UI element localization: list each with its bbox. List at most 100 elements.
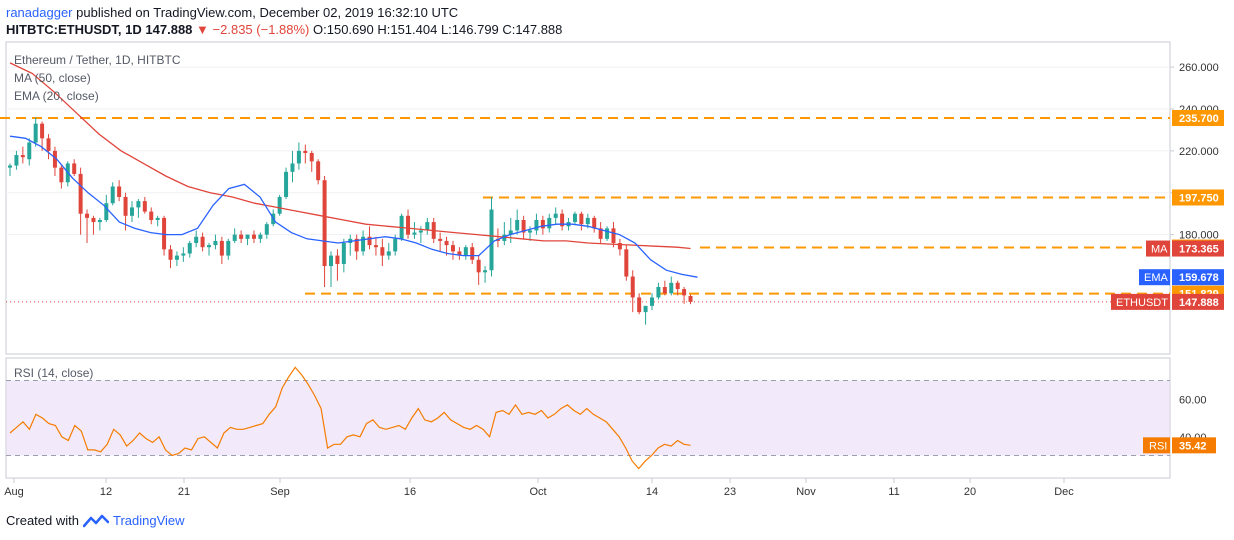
time-axis-label: 23 (724, 486, 736, 498)
time-axis-label: 11 (888, 486, 899, 498)
candle-body (181, 253, 186, 256)
candle-body (508, 230, 513, 235)
time-axis-label: Dec (1054, 486, 1074, 498)
candle-body (418, 230, 423, 233)
candle-body (155, 217, 160, 220)
rsi-value-badge (1172, 437, 1216, 454)
publish-line: ranadagger published on TradingView.com,… (6, 4, 562, 21)
time-axis-label: 12 (100, 486, 112, 498)
author-link[interactable]: ranadagger (6, 5, 73, 20)
candle-body (624, 249, 629, 277)
footer: Created with TradingView (6, 513, 185, 528)
rsi-name-badge (1143, 437, 1170, 454)
candle-body (450, 245, 455, 252)
price-change: −2.835 (−1.88%) (212, 22, 310, 37)
time-axis-label: 20 (964, 486, 976, 498)
candle-body (27, 142, 32, 160)
ema-legend[interactable]: EMA (20, close) (14, 89, 99, 103)
candle-body (239, 234, 244, 239)
series-name-badge (1146, 240, 1170, 257)
candle-body (117, 186, 122, 197)
candle-body (521, 219, 526, 233)
candle-body (335, 255, 340, 264)
candle-body (515, 219, 520, 231)
rsi-axis-label: 60.00 (1179, 394, 1207, 406)
level-badge (1172, 189, 1224, 206)
candle-body (14, 155, 19, 166)
last-price: 147.888 (145, 22, 193, 37)
created-with-text: Created with (6, 513, 79, 528)
candle-body (123, 196, 128, 216)
tradingview-brand[interactable]: TradingView (112, 513, 185, 528)
rsi-band (6, 380, 1170, 456)
tradingview-logo-icon (82, 514, 109, 527)
rsi-value-label: 35.42 (1179, 440, 1207, 452)
candle-body (162, 217, 167, 250)
candle-body (579, 213, 584, 225)
level-badge-label: 197.750 (1179, 192, 1219, 204)
candle-body (675, 282, 680, 290)
candle-body (463, 247, 468, 256)
candle-body (277, 196, 282, 214)
ma-legend[interactable]: MA (50, close) (14, 71, 91, 85)
candle-body (438, 238, 443, 241)
candle-body (650, 297, 654, 306)
candle-body (386, 251, 391, 256)
candle-body (46, 138, 51, 151)
candle-body (540, 219, 545, 229)
candle-body (104, 203, 109, 220)
price-axis-label: 220.000 (1179, 146, 1219, 158)
quote-line: HITBTC:ETHUSDT, 1D 147.888 ▼ −2.835 (−1.… (6, 21, 562, 38)
candle-body (207, 245, 212, 248)
time-axis-label: Aug (4, 486, 24, 498)
time-axis-label: 21 (178, 486, 190, 498)
candle-body (194, 236, 199, 244)
candle-body (605, 228, 610, 239)
candle-body (637, 297, 642, 313)
series-value-badge (1172, 293, 1224, 310)
candle-body (617, 243, 622, 250)
down-arrow-icon: ▼ (196, 22, 209, 37)
candle-body (290, 163, 295, 172)
candle-body (52, 150, 57, 168)
chart-header: ranadagger published on TradingView.com,… (6, 4, 562, 38)
candle-body (367, 236, 372, 246)
price-plot (0, 62, 1170, 325)
candle-body (59, 167, 64, 183)
candle-body (72, 163, 77, 174)
candle-body (316, 161, 321, 181)
time-axis-label: Nov (796, 486, 816, 498)
candle-body (354, 238, 359, 252)
candle-body (457, 251, 462, 256)
candle-body (643, 305, 648, 313)
rsi-legend[interactable]: RSI (14, close) (14, 366, 93, 380)
series-name-label: ETHUSDT (1116, 297, 1168, 309)
candle-body (219, 240, 224, 256)
candle-body (8, 165, 12, 168)
candle-body (232, 234, 237, 241)
candle-body (78, 173, 83, 214)
candle-body (476, 259, 481, 273)
series-name-label: MA (1151, 244, 1168, 256)
published-text: published on TradingView.com, December 0… (76, 5, 459, 20)
series-value-badge (1172, 240, 1224, 257)
price-axis-label: 180.000 (1179, 230, 1219, 242)
chart-canvas[interactable]: 260.000240.000220.000200.000180.000235.7… (0, 0, 1234, 510)
candle-body (630, 276, 635, 298)
candle-body (470, 247, 475, 260)
candle-body (373, 245, 378, 248)
candle-body (592, 217, 597, 229)
candle-body (284, 171, 289, 197)
candle-body (258, 234, 263, 239)
candle-body (361, 236, 366, 252)
candle-body (85, 213, 90, 218)
candle-body (380, 247, 385, 256)
candle-body (296, 150, 301, 164)
level-badge (1172, 110, 1224, 127)
candle-body (91, 217, 96, 223)
candle-body (97, 219, 102, 223)
candle-body (174, 255, 179, 260)
candle-body (688, 296, 693, 302)
candle-body (110, 186, 115, 204)
candle-body (142, 201, 147, 212)
